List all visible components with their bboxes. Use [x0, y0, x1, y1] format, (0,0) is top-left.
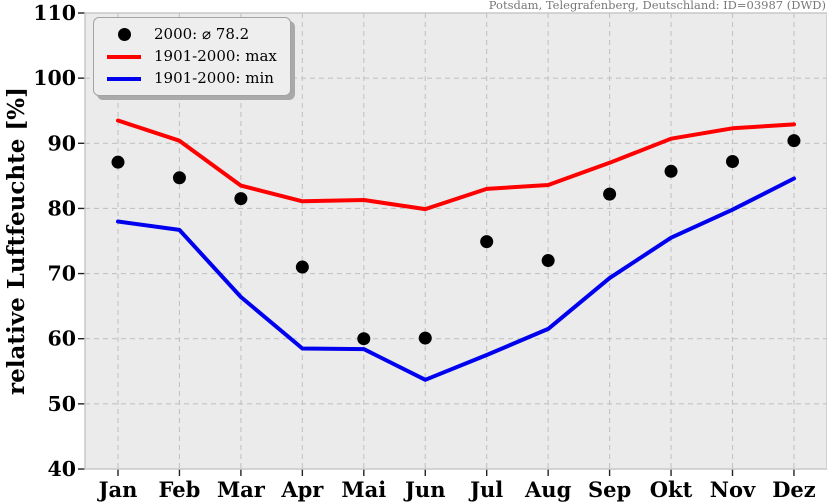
legend-line-marker-icon — [103, 54, 145, 59]
legend-item-label: 1901-2000: min — [154, 69, 274, 87]
series-dot-Apr — [295, 260, 309, 274]
x-tick-label-Jul: Jul — [468, 477, 503, 502]
x-tick-label-Feb: Feb — [159, 477, 201, 502]
legend-line-marker-icon — [103, 76, 145, 81]
series-dot-Feb — [172, 171, 186, 185]
y-tick-label-60: 60 — [47, 327, 76, 351]
y-tick-label-80: 80 — [47, 196, 76, 220]
y-tick-label-110: 110 — [33, 1, 76, 25]
x-tick-label-Mar: Mar — [217, 477, 266, 502]
legend-item-1: 1901-2000: max — [103, 47, 277, 66]
plot-border — [84, 12, 827, 470]
x-tick-label-Jun: Jun — [403, 477, 445, 502]
series-dot-Jan — [111, 155, 125, 169]
x-tick-label-Aug: Aug — [524, 477, 572, 502]
y-tick-label-100: 100 — [33, 66, 76, 90]
series-dot-Okt — [664, 164, 678, 178]
y-tick-label-70: 70 — [47, 262, 76, 286]
series-line-min — [116, 176, 796, 382]
series-dot-Sep — [603, 187, 617, 201]
station-id-label: Potsdam, Telegrafenberg, Deutschland: ID… — [488, 0, 826, 12]
legend-marker-shape — [117, 28, 131, 41]
y-tick-label-40: 40 — [47, 457, 76, 481]
legend-item-label: 1901-2000: max — [154, 47, 277, 65]
series-dot-Nov — [726, 155, 739, 169]
y-tick-label-90: 90 — [47, 131, 76, 155]
x-tick-label-Jan: Jan — [97, 477, 138, 502]
x-tick-label-Mai: Mai — [341, 477, 386, 502]
legend-marker-shape — [107, 76, 141, 81]
y-tick-label-50: 50 — [47, 392, 76, 416]
legend-item-0: 2000: ⌀ 78.2 — [103, 25, 277, 44]
series-dot-Jul — [480, 235, 494, 249]
x-tick-label-Okt: Okt — [650, 477, 693, 502]
series-dot-Mai — [357, 332, 371, 346]
series-dot-Dez — [787, 134, 801, 148]
legend-marker-shape — [107, 54, 141, 59]
series-dot-Aug — [541, 254, 555, 268]
series-dot-Jun — [418, 331, 432, 345]
legend-item-label: 2000: ⌀ 78.2 — [154, 25, 250, 43]
x-tick-label-Apr: Apr — [280, 477, 324, 502]
legend: 2000: ⌀ 78.2 1901-2000: max 1901-2000: min — [93, 17, 291, 96]
legend-item-2: 1901-2000: min — [103, 69, 277, 88]
series-dot-Mar — [234, 192, 248, 206]
legend-dot-marker-icon — [103, 28, 145, 41]
x-tick-label-Nov: Nov — [710, 477, 756, 502]
series-line-max — [116, 118, 796, 212]
x-tick-label-Sep: Sep — [588, 477, 631, 502]
x-tick-label-Dez: Dez — [772, 477, 816, 502]
